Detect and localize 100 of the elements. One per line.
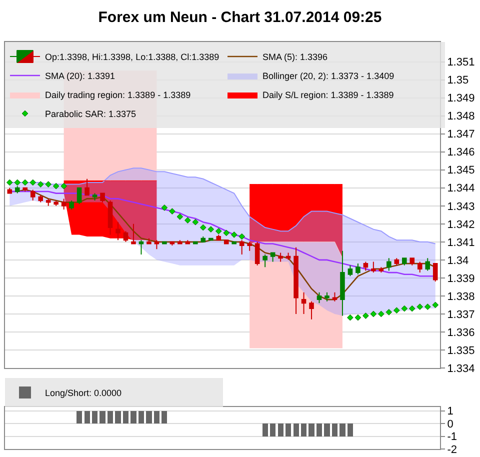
candlestick	[131, 223, 136, 244]
candlestick	[294, 246, 298, 314]
legend-label: Daily trading region: 1.3389 - 1.3389	[45, 90, 191, 100]
point	[238, 233, 246, 240]
y-tick-label: 1.349	[447, 92, 475, 105]
candlestick	[154, 240, 160, 250]
y-tick-label: 1.337	[447, 308, 475, 321]
candlestick	[286, 252, 291, 260]
candlestick	[38, 194, 43, 203]
point	[347, 314, 354, 321]
candlestick	[108, 200, 113, 236]
point	[45, 181, 52, 188]
point	[401, 305, 408, 312]
y-tick-label: 1.35	[447, 74, 469, 87]
candlestick	[239, 240, 244, 256]
point	[37, 181, 44, 188]
y-tick-label: 1.342	[447, 218, 475, 231]
candlestick	[224, 240, 229, 244]
candlestick	[123, 230, 128, 242]
y-tick-label: 1.348	[447, 110, 475, 123]
candlestick	[386, 258, 392, 272]
candlestick	[200, 236, 206, 242]
point	[200, 224, 206, 231]
candlestick	[425, 258, 430, 272]
y-tick-label: 1.343	[447, 200, 475, 213]
candlestick	[371, 261, 376, 274]
legend-label: Bollinger (20, 2): 1.3373 - 1.3409	[262, 71, 394, 82]
point	[208, 226, 214, 232]
candlestick	[7, 187, 12, 194]
y-tick-label: -1	[447, 431, 457, 444]
point	[223, 230, 230, 236]
candlestick	[254, 241, 260, 266]
y-tick-label: 1	[447, 406, 454, 418]
candlestick	[100, 192, 105, 203]
point	[393, 307, 400, 314]
y-tick-label: 1.338	[447, 290, 475, 303]
y-tick-label: 1.346	[447, 146, 475, 159]
point	[169, 208, 176, 214]
legend-label: Parabolic SAR: 1.3375	[45, 109, 136, 120]
y-tick-label: 1.335	[447, 344, 475, 357]
candlestick	[278, 252, 283, 262]
point	[408, 305, 416, 312]
point	[362, 312, 369, 319]
candlestick	[309, 300, 314, 320]
y-tick-label: 1.344	[447, 182, 475, 195]
candlestick	[394, 258, 400, 266]
candlestick	[46, 198, 51, 206]
candlestick	[14, 186, 20, 194]
point	[176, 214, 184, 220]
legend-label: SMA (20): 1.3391	[45, 71, 116, 82]
point	[14, 179, 21, 186]
point	[52, 182, 60, 190]
legend-label: Long/Short: 0.0000	[45, 388, 122, 398]
point	[354, 314, 362, 321]
point	[424, 304, 431, 310]
candlestick	[247, 241, 252, 252]
candlestick	[332, 292, 338, 302]
candlestick	[138, 240, 144, 256]
candlestick	[301, 292, 306, 314]
candlestick	[84, 178, 90, 196]
candlestick	[92, 192, 98, 201]
candlestick	[270, 252, 276, 262]
legend-label: SMA (5): 1.3396	[262, 52, 328, 62]
y-tick-label: 1.339	[447, 272, 475, 285]
point	[432, 302, 439, 308]
point	[161, 204, 168, 211]
y-tick-label: 1.34	[447, 254, 469, 267]
candlestick	[324, 292, 330, 302]
candlestick	[216, 234, 222, 241]
candlestick	[356, 263, 360, 275]
point	[386, 308, 392, 316]
chart-title: Forex um Neun - Chart 31.07.2014 09:25	[98, 8, 382, 26]
candlestick	[410, 258, 415, 266]
candlestick	[402, 258, 407, 266]
legend-label: Op:1.3398, Hi:1.3398, Lo:1.3388, Cl:1.3389	[45, 52, 220, 62]
point	[370, 310, 377, 318]
point	[22, 179, 28, 186]
point	[215, 228, 222, 234]
candlestick	[363, 261, 368, 272]
candlestick	[348, 264, 353, 277]
candlestick	[54, 200, 58, 206]
candlestick	[76, 187, 82, 205]
candlestick	[178, 240, 182, 244]
point	[378, 310, 384, 318]
y-tick-label: 1.336	[447, 326, 475, 339]
y-tick-label: 1.345	[447, 164, 475, 177]
legend-label: Daily S/L region: 1.3389 - 1.3389	[262, 90, 394, 100]
candlestick	[262, 254, 268, 268]
point	[30, 179, 36, 186]
point	[6, 179, 13, 186]
candlestick	[316, 292, 322, 304]
y-tick-label: 1.341	[447, 236, 475, 249]
candlestick	[146, 238, 152, 244]
y-tick-label: 1.334	[447, 362, 475, 375]
y-tick-label: 1.351	[447, 56, 475, 69]
y-tick-label: -2	[447, 444, 457, 456]
candlestick	[61, 198, 66, 210]
candlestick	[432, 263, 438, 282]
point	[184, 217, 191, 224]
candlestick	[340, 250, 345, 316]
